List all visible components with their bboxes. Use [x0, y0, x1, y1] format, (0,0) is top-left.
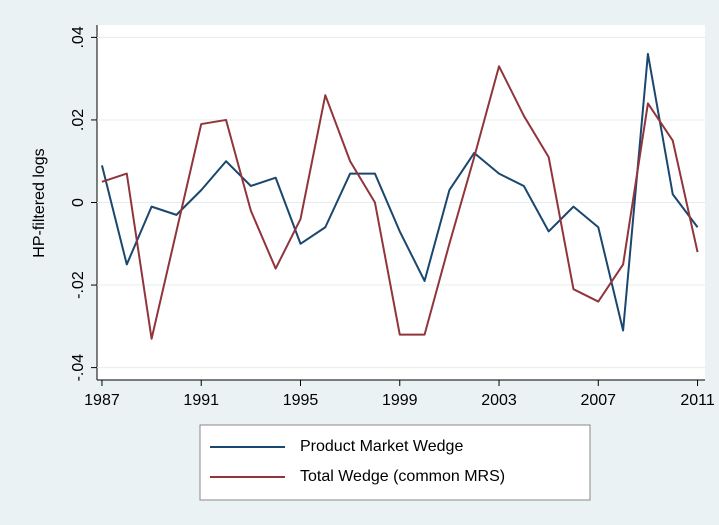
y-tick-label: 0 [70, 198, 87, 207]
x-tick-label: 2011 [680, 392, 715, 409]
y-tick-label: -.04 [70, 354, 87, 382]
legend-label: Product Market Wedge [300, 438, 463, 455]
y-tick-label: .02 [70, 109, 87, 131]
x-tick-label: 2003 [481, 392, 517, 409]
y-tick-label: .04 [70, 26, 87, 48]
x-tick-label: 1991 [183, 392, 219, 409]
y-axis-label: HP-filtered logs [31, 148, 48, 257]
x-tick-label: 1999 [382, 392, 418, 409]
x-tick-label: 1987 [84, 392, 120, 409]
x-tick-label: 1995 [283, 392, 319, 409]
series-line [100, 52, 699, 332]
legend [199, 424, 591, 501]
series-line [101, 65, 699, 340]
x-tick-label: 2007 [580, 392, 616, 409]
y-tick-label: -.02 [70, 271, 87, 299]
legend-label: Total Wedge (common MRS) [300, 468, 505, 485]
